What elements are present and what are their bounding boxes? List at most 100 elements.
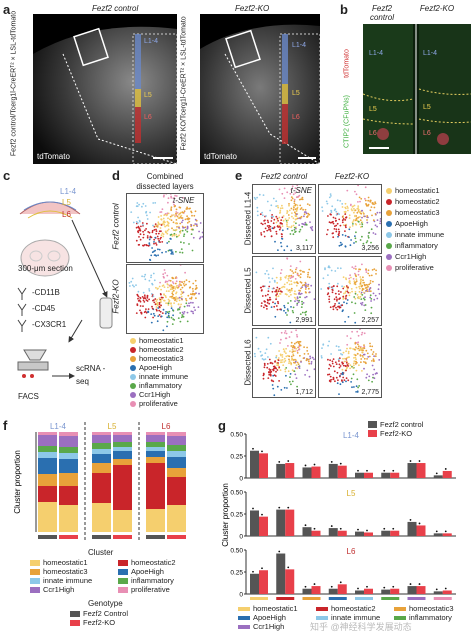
tsne-point bbox=[295, 218, 298, 220]
legend-dot bbox=[130, 373, 136, 380]
tsne-point bbox=[178, 226, 180, 229]
tsne-point bbox=[141, 296, 144, 298]
tsne-point bbox=[143, 301, 146, 303]
tsne-point bbox=[164, 281, 167, 284]
stacked-bar-segment bbox=[38, 502, 57, 532]
tsne-point bbox=[273, 279, 276, 282]
chart-f-genotype-legend: Fezf2 Control Fezf2-KO bbox=[70, 609, 128, 627]
tsne-point bbox=[146, 297, 149, 299]
tsne-point bbox=[277, 206, 280, 209]
tsne-point bbox=[298, 343, 301, 346]
replicate-point bbox=[392, 527, 395, 530]
cluster-legend-d: homeostatic1 homeostatic2 homeostatic3 A… bbox=[130, 336, 188, 408]
tsne-point bbox=[267, 371, 270, 373]
tsne-point bbox=[175, 235, 178, 238]
tsne-point bbox=[142, 291, 145, 294]
tsne-point bbox=[167, 312, 170, 315]
tsne-point bbox=[267, 356, 269, 358]
tsne-point bbox=[275, 305, 278, 307]
panel-e-col1: Fezf2 control bbox=[260, 172, 308, 181]
tsne-point bbox=[266, 308, 268, 310]
tsne-point bbox=[198, 292, 200, 295]
tsne-point bbox=[158, 248, 161, 251]
tsne-point bbox=[179, 232, 182, 234]
grouped-bar bbox=[390, 472, 400, 478]
tsne-point bbox=[346, 299, 349, 301]
tsne-point bbox=[361, 209, 363, 212]
tsne-point bbox=[155, 286, 157, 289]
tsne-point bbox=[334, 217, 337, 220]
tsne-point bbox=[292, 233, 295, 236]
tsne-point bbox=[355, 342, 358, 344]
tsne-point bbox=[307, 271, 310, 274]
tsne-point bbox=[288, 283, 291, 286]
tsne-point bbox=[308, 268, 311, 271]
tsne-point bbox=[287, 302, 289, 304]
tsne-point bbox=[333, 304, 336, 307]
tsne-point bbox=[286, 191, 289, 194]
chart-g-footer-item: homeostatic2 bbox=[316, 604, 394, 613]
tsne-point bbox=[369, 287, 372, 289]
tsne-point bbox=[303, 346, 305, 348]
stacked-bar-segment bbox=[113, 432, 132, 435]
replicate-point bbox=[435, 472, 438, 475]
tsne-point bbox=[168, 218, 171, 221]
tsne-point bbox=[138, 243, 141, 246]
tsne-point bbox=[283, 197, 286, 199]
tsne-point bbox=[291, 215, 293, 218]
tsne-point bbox=[303, 353, 306, 355]
chart-f-legend-item: proliferative bbox=[118, 585, 206, 594]
tsne-point bbox=[185, 302, 188, 305]
tsne-point bbox=[146, 222, 148, 225]
tsne-point bbox=[162, 195, 165, 198]
tsne-point bbox=[376, 372, 378, 375]
stacked-bar-segment bbox=[59, 453, 78, 459]
tsne-e-count: 3,117 bbox=[296, 245, 313, 252]
tsne-point bbox=[261, 295, 264, 297]
tsne-point bbox=[281, 354, 284, 356]
tsne-point bbox=[332, 216, 335, 219]
tsne-point bbox=[344, 245, 347, 248]
tsne-point bbox=[297, 282, 299, 285]
tsne-point bbox=[369, 345, 372, 348]
stacked-bar-segment bbox=[167, 505, 186, 532]
tsne-point bbox=[277, 359, 280, 362]
tsne-point bbox=[352, 223, 354, 225]
tsne-point bbox=[336, 371, 339, 374]
tsne-point bbox=[357, 184, 359, 187]
tsne-point bbox=[372, 292, 375, 295]
tsne-point bbox=[336, 222, 339, 225]
tsne-point bbox=[309, 226, 312, 229]
tsne-point bbox=[289, 265, 292, 267]
tsne-point bbox=[266, 301, 269, 304]
tsne-point bbox=[357, 220, 360, 223]
tsne-point bbox=[338, 244, 341, 247]
tsne-point bbox=[135, 220, 138, 223]
tsne-point bbox=[291, 351, 294, 353]
tsne-point bbox=[299, 228, 302, 231]
tsne-point bbox=[298, 189, 300, 192]
tsne-point bbox=[139, 296, 142, 299]
tsne-point bbox=[281, 359, 284, 361]
tsne-point bbox=[281, 235, 283, 238]
tsne-point bbox=[145, 308, 147, 310]
grouped-bar bbox=[433, 475, 443, 478]
tsne-point bbox=[363, 347, 366, 350]
tsne-point bbox=[267, 336, 270, 339]
tsne-point bbox=[266, 270, 268, 272]
tsne-point bbox=[298, 198, 301, 201]
tsne-point bbox=[272, 215, 275, 218]
tsne-point bbox=[364, 296, 366, 298]
tsne-point bbox=[156, 302, 159, 305]
tsne-point bbox=[295, 209, 298, 212]
tsne-point bbox=[148, 289, 151, 292]
tsne-point bbox=[293, 211, 296, 214]
tsne-point bbox=[360, 280, 362, 283]
tsne-point bbox=[297, 365, 300, 368]
grouped-bar bbox=[285, 463, 295, 478]
grouped-bar bbox=[328, 588, 338, 594]
tsne-point bbox=[301, 286, 303, 288]
tsne-point bbox=[177, 309, 179, 311]
tsne-point bbox=[327, 344, 329, 347]
tsne-point bbox=[175, 208, 178, 211]
